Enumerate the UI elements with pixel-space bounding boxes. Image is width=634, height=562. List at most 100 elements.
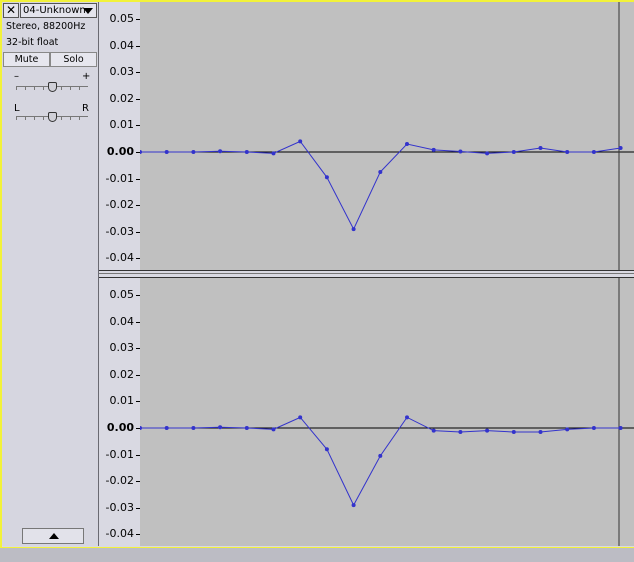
sample-point (298, 415, 303, 420)
sample-point (405, 415, 409, 420)
gain-thumb[interactable] (47, 82, 57, 92)
track-sample-format: 32-bit float (6, 37, 59, 48)
vertical-ruler-right-channel: 0.05 0.04 0.03 0.02 0.01 0.00 -0.01 -0.02 -0.03 -… (99, 278, 140, 546)
sample-point (191, 150, 196, 154)
collapse-track-button[interactable] (22, 528, 84, 544)
sample-point (618, 146, 623, 151)
sample-point (591, 426, 596, 430)
waveform-line (140, 416, 621, 507)
waveform-left-channel[interactable] (140, 2, 634, 270)
ruler-tick (136, 98, 140, 100)
ruler-tick (136, 295, 140, 296)
pan-thumb[interactable] (47, 112, 57, 122)
ruler-tick (136, 258, 140, 260)
solo-button[interactable]: Solo (50, 52, 97, 67)
sample-point (485, 428, 490, 433)
sample-point (405, 142, 409, 147)
waveform-left-svg (140, 2, 634, 270)
ruler-label: 0.05 (109, 288, 135, 301)
sample-point (591, 150, 596, 154)
sample-point (140, 426, 142, 430)
ruler-tick (136, 205, 140, 207)
ruler-tick (136, 152, 140, 153)
sample-point (244, 150, 249, 154)
ruler-label: 0.05 (109, 12, 135, 25)
ruler-label: -0.01 (105, 171, 134, 185)
sample-point (324, 447, 329, 452)
sample-point (538, 429, 543, 434)
ruler-tick (136, 454, 140, 456)
ruler-tick (136, 428, 140, 429)
track-control-panel[interactable]: ✕ 04-Unknown Stereo, 88200Hz 32-bit floa… (2, 2, 99, 546)
waveform-right-svg (140, 278, 634, 546)
close-icon: ✕ (5, 3, 17, 17)
triangle-up-icon (49, 533, 59, 539)
waveform-line (140, 140, 621, 231)
ruler-tick (136, 507, 140, 509)
sample-point (511, 429, 516, 434)
sample-point (140, 150, 142, 154)
sample-point (565, 150, 570, 154)
ruler-label: -0.04 (105, 251, 134, 265)
ruler-label: 0.02 (109, 367, 135, 381)
sample-point (218, 149, 223, 154)
ruler-tick (136, 231, 140, 233)
sample-point (271, 427, 276, 432)
channel-separator (99, 270, 634, 278)
sample-point (378, 453, 383, 458)
vertical-ruler-left-channel: 0.05 0.04 0.03 0.02 0.01 0.00 -0.01 -0.02 -0.03 -… (99, 2, 140, 270)
pan-left-label: L (14, 103, 20, 114)
sample-point (458, 429, 463, 434)
ruler-tick (136, 125, 140, 127)
ruler-label: 0.03 (109, 65, 135, 79)
ruler-label: 0.00 (106, 421, 134, 434)
ruler-label: 0.02 (109, 91, 135, 105)
waveform-right-channel[interactable] (140, 278, 634, 546)
ruler-label: -0.04 (105, 527, 134, 541)
sample-point (538, 146, 543, 151)
gain-minus-label: – (14, 71, 19, 82)
ruler-label: 0.01 (109, 118, 135, 132)
ruler-label: 0.04 (109, 38, 135, 52)
ruler-tick (136, 178, 140, 180)
sample-point (351, 503, 356, 508)
pan-right-label: R (82, 103, 89, 114)
sample-point (191, 426, 196, 430)
waveform-area[interactable]: 0.05 0.04 0.03 0.02 0.01 0.00 -0.01 -0.02 -0.03 -… (99, 2, 634, 546)
ruler-label: -0.03 (105, 500, 134, 514)
ruler-tick (136, 401, 140, 403)
sample-point (431, 147, 436, 152)
sample-point (218, 425, 223, 430)
ruler-tick (136, 534, 140, 536)
ruler-label: 0.00 (106, 145, 134, 158)
ruler-tick (136, 481, 140, 483)
gain-plus-label: + (82, 71, 91, 82)
sample-point (271, 151, 276, 156)
ruler-label: 0.01 (109, 394, 135, 408)
ruler-tick (136, 348, 140, 350)
sample-point (378, 169, 383, 174)
ruler-tick (136, 45, 140, 47)
sample-point (351, 227, 356, 232)
ruler-tick (136, 374, 140, 376)
sample-point (164, 426, 169, 430)
mute-button[interactable]: Mute (3, 52, 50, 67)
track-format-info: Stereo, 88200Hz (6, 21, 86, 32)
sample-point (244, 426, 249, 430)
ruler-tick (136, 19, 140, 20)
ruler-label: 0.03 (109, 341, 135, 355)
ruler-label: 0.04 (109, 314, 135, 328)
dropdown-arrow-icon (83, 8, 93, 14)
ruler-label: -0.02 (105, 474, 134, 488)
ruler-label: -0.03 (105, 224, 134, 238)
ruler-label: -0.01 (105, 447, 134, 461)
sample-point (164, 150, 169, 154)
sample-point (458, 149, 463, 154)
sample-point (511, 150, 516, 154)
ruler-tick (136, 72, 140, 74)
ruler-tick (136, 321, 140, 323)
track-name-menu[interactable]: 04-Unknown (20, 3, 97, 18)
close-track-button[interactable]: ✕ (3, 3, 19, 18)
sample-point (431, 428, 436, 433)
sample-point (565, 427, 570, 432)
